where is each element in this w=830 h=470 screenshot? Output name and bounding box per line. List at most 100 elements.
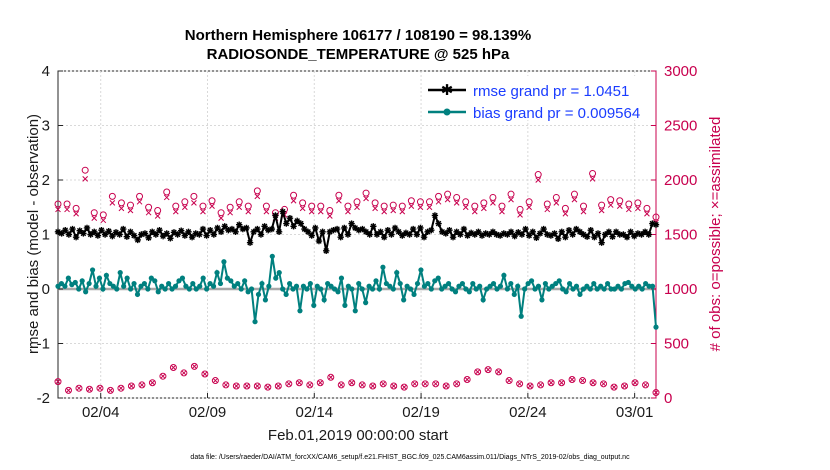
rmse-point (58, 230, 65, 237)
bias-point (601, 286, 607, 292)
right-ticks: 0 500 1000 1500 2000 2500 3000 (651, 63, 697, 407)
obs-assimilated-point (326, 213, 333, 219)
bias-point (535, 283, 542, 289)
rmse-point (199, 225, 207, 233)
obs-assimilated-point (76, 385, 82, 391)
bias-point (435, 275, 441, 281)
rmse-point (623, 234, 631, 241)
obs-possible-point (480, 199, 488, 207)
obs-assimilated-point (213, 378, 218, 383)
obs-assimilated-point (485, 367, 491, 373)
obs-possible-point (610, 383, 618, 391)
chart-subtitle: RADIOSONDE_TEMPERATURE @ 525 hPa (207, 46, 510, 63)
obs-assimilated-point (191, 200, 197, 206)
obs-possible-point (211, 377, 219, 385)
rmse-point (529, 228, 536, 235)
obs-possible-point (390, 382, 398, 390)
obs-possible-point (631, 379, 639, 387)
rmse-point (438, 228, 446, 235)
obs-assimilated-point (218, 215, 224, 222)
obs-possible-point (127, 382, 135, 390)
rmse-point (504, 231, 511, 238)
obs-possible-point (244, 202, 252, 210)
obs-possible-point (425, 198, 433, 206)
obs-assimilated-point (336, 197, 342, 204)
bias-point (255, 291, 262, 298)
bias-point (407, 286, 414, 292)
rmse-point (424, 228, 431, 235)
rmse-point (236, 221, 243, 228)
obs-assimilated-point (464, 377, 470, 382)
obs-assimilated-point (408, 203, 415, 210)
rmse-point (486, 231, 493, 238)
obs-assimilated-point (643, 382, 648, 388)
obs-assimilated-point (244, 383, 250, 389)
rmse-point (457, 231, 464, 238)
obs-possible-point (432, 380, 440, 388)
rmse-point (525, 232, 533, 239)
obs-possible-point (474, 368, 482, 376)
bias-point (155, 289, 161, 295)
rmse-point (449, 234, 457, 241)
rmse-point (580, 231, 587, 238)
bias-point (639, 286, 645, 292)
bias-point (166, 280, 172, 287)
obs-possible-point (199, 202, 207, 210)
bias-point (297, 308, 303, 314)
bias-point (114, 286, 120, 292)
y-right-tick-label: 2500 (664, 118, 697, 135)
obs-assimilated-point (562, 210, 569, 217)
bias-point (117, 270, 123, 276)
obs-assimilated-point (653, 390, 659, 395)
bias-point (477, 283, 483, 289)
rmse-point (275, 228, 283, 235)
bias-point (452, 289, 459, 295)
rmse-point (558, 228, 565, 235)
obs-assimilated-point (307, 382, 313, 388)
obs-possible-point (108, 192, 116, 200)
obs-assimilated-point (254, 383, 260, 389)
obs-assimilated-point (118, 385, 124, 391)
rmse-point (370, 223, 377, 230)
obs-possible-point (163, 188, 171, 196)
y-right-tick-label: 1000 (664, 281, 697, 298)
y-right-tick-label: 3000 (664, 63, 697, 80)
bias-point (373, 278, 379, 284)
rmse-point (214, 224, 221, 232)
obs-possible-point (145, 203, 153, 211)
obs-possible-point (235, 198, 243, 206)
rmse-point (536, 230, 544, 237)
obs-possible-point (264, 383, 272, 391)
obs-possible-point (547, 379, 555, 387)
bias-point (248, 286, 255, 292)
bias-point (528, 278, 535, 284)
obs-assimilated-point (426, 204, 433, 211)
bias-point (566, 280, 573, 287)
obs-assimilated-point (308, 208, 315, 215)
obs-assimilated-point (202, 371, 208, 377)
obs-assimilated-point (290, 197, 297, 204)
rmse-point (366, 231, 373, 238)
obs-assimilated-point (401, 384, 407, 390)
obs-assimilated-point (181, 370, 187, 376)
obs-assimilated-point (644, 210, 650, 217)
obs-possible-point (435, 192, 443, 200)
x-tick-label: 02/24 (509, 404, 547, 421)
obs-possible-point (600, 380, 608, 388)
bias-point (286, 280, 293, 287)
bias-point (83, 289, 89, 295)
rmse-point (602, 231, 609, 238)
rmse-point (496, 232, 504, 239)
obs-assimilated-point (263, 208, 270, 215)
rmse-point (645, 231, 652, 238)
obs-possible-point (507, 190, 515, 198)
rmse-point (134, 236, 141, 244)
bias-point (293, 283, 300, 289)
y-axis-label-right: # of obs: o=possible; ×=assimilated (707, 117, 724, 352)
rmse-point (442, 230, 449, 237)
obs-possible-point (442, 382, 450, 390)
obs-possible-point (335, 191, 343, 199)
obs-assimilated-point (100, 217, 107, 224)
obs-assimilated-point (223, 382, 229, 388)
obs-assimilated-point (108, 388, 113, 393)
